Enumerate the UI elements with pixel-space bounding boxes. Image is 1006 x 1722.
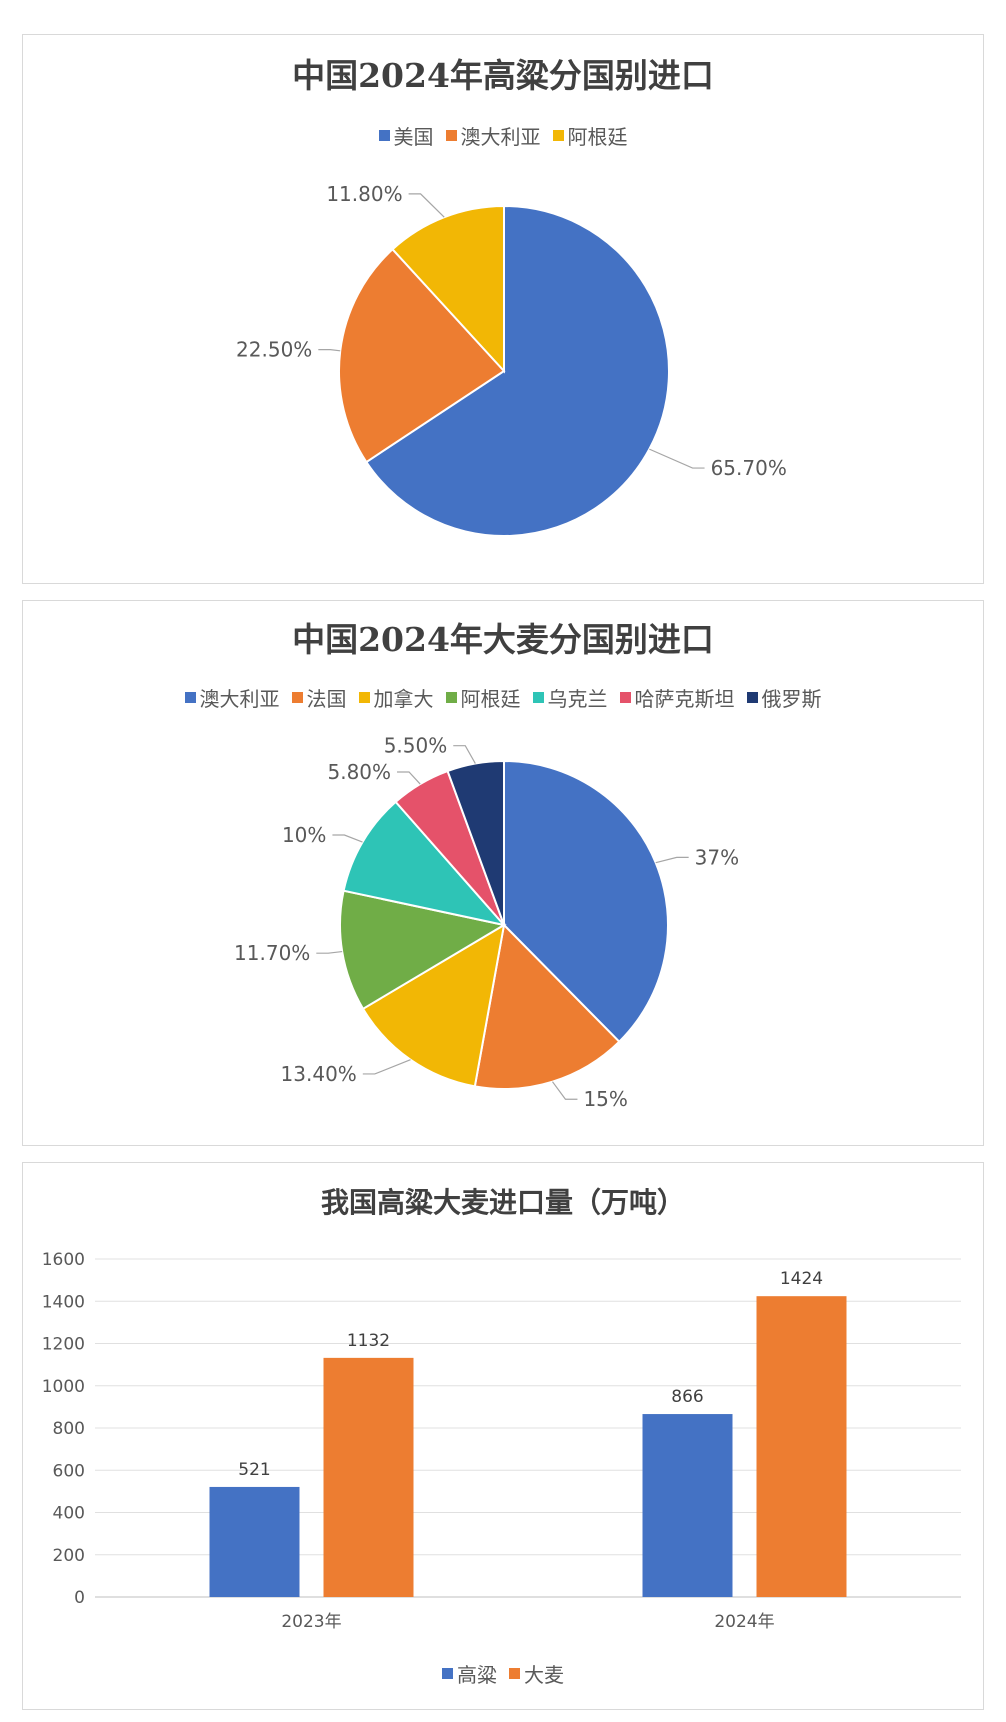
y-tick-label: 1600 [42,1250,85,1270]
data-label: 65.70% [711,456,787,480]
legend-swatch [746,692,758,703]
barley-legend: 澳大利亚 法国 加拿大 阿根廷 乌克兰 哈萨克斯坦 俄罗斯 [23,683,983,712]
import-volume-bar-panel: 我国高粱大麦进口量（万吨） 0 200 400 600 800 1000 1200 1400 1… [22,1162,984,1710]
bar-value-label: 521 [238,1460,270,1480]
legend-item-kazakhstan: 哈萨克斯坦 [619,683,735,712]
legend-swatch [509,1668,520,1679]
legend-item-canada: 加拿大 [358,683,434,712]
bar-barley [323,1357,414,1597]
legend-label: 阿根廷 [567,125,628,149]
sorghum-legend: 美国 澳大利亚 阿根廷 [23,121,983,150]
x-tick-label: 2023年 [281,1612,341,1632]
leader-line [316,950,343,954]
data-label: 11.70% [234,941,310,965]
legend-swatch [532,692,544,703]
legend-swatch [445,130,457,141]
legend-label: 高粱 [457,1663,497,1687]
legend-swatch [291,692,303,703]
legend-swatch [378,130,390,141]
legend-item-argentina: 阿根廷 [552,121,628,150]
data-label: 22.50% [236,338,312,362]
legend-swatch [442,1668,453,1679]
legend-label: 俄罗斯 [761,687,822,711]
y-tick-label: 400 [53,1504,85,1524]
x-tick-label: 2024年 [714,1612,774,1632]
leader-line [397,771,421,785]
data-label: 13.40% [281,1062,357,1086]
bar-chart-svg: 0 200 400 600 800 1000 1200 1400 1600 521 1132 2023… [42,1250,961,1632]
legend-label: 乌克兰 [547,687,608,711]
bar-value-label: 1132 [347,1331,390,1351]
leader-line [655,856,689,864]
legend-swatch [552,130,564,141]
pie-slice [503,759,669,1044]
sorghum-pie-svg: 65.70% 22.50% 11.80% [236,182,787,537]
leader-line [408,193,445,218]
leader-line [453,745,476,764]
pie-slice [473,922,621,1090]
legend-label: 美国 [393,125,434,149]
legend-label: 法国 [306,687,347,711]
data-label: 5.50% [384,734,448,758]
y-tick-label: 1200 [42,1335,85,1355]
legend-item-russia: 俄罗斯 [746,683,822,712]
data-label: 37% [695,845,739,869]
sorghum-pie-panel: 中国2024年高粱分国别进口 美国 澳大利亚 阿根廷 65.70% 22.50% 1… [22,34,984,584]
pie-slice [364,204,670,537]
pie-slice [339,889,507,1011]
legend-item-france: 法国 [291,683,347,712]
bar-legend: 高粱 大麦 [23,1659,983,1688]
leader-line [332,834,363,843]
y-tick-label: 600 [53,1461,85,1481]
barley-pie-panel: 中国2024年大麦分国别进口 澳大利亚 法国 加拿大 阿根廷 乌克兰 哈萨克斯坦… [22,600,984,1146]
legend-swatch [445,692,457,703]
y-tick-label: 0 [74,1588,85,1608]
legend-item-barley: 大麦 [509,1659,564,1688]
bar-value-label: 1424 [780,1269,823,1289]
legend-label: 阿根廷 [460,687,521,711]
data-label: 10% [282,823,326,847]
data-label: 15% [583,1087,627,1111]
legend-item-australia: 澳大利亚 [445,121,541,150]
legend-label: 澳大利亚 [460,125,541,149]
y-tick-label: 800 [53,1419,85,1439]
legend-label: 加拿大 [373,687,434,711]
legend-item-usa: 美国 [378,121,434,150]
barley-pie-svg: 37% 15% 13.40% 11.70% 10% 5.80%5.50% [234,734,739,1112]
leader-line [649,448,705,469]
legend-item-sorghum: 高粱 [442,1659,497,1688]
data-label: 5.80% [327,760,391,784]
legend-label: 大麦 [524,1663,564,1687]
pie-slice [446,759,505,926]
legend-label: 澳大利亚 [199,687,280,711]
bar-barley [756,1296,847,1597]
bar-sorghum [209,1486,300,1597]
bar-value-label: 866 [671,1387,703,1407]
legend-label: 哈萨克斯坦 [634,687,735,711]
pie-slice [361,923,506,1088]
leader-line [318,349,341,352]
y-tick-label: 200 [53,1546,85,1566]
legend-item-argentina: 阿根廷 [445,683,521,712]
leader-line [552,1081,578,1100]
sorghum-chart-title: 中国2024年高粱分国别进口 [292,56,714,95]
y-tick-label: 1400 [42,1292,85,1312]
legend-item-australia: 澳大利亚 [184,683,280,712]
barley-chart-title: 中国2024年大麦分国别进口 [292,620,714,659]
legend-swatch [358,692,370,703]
bar-chart-title: 我国高粱大麦进口量（万吨） [320,1186,685,1219]
leader-line [362,1059,411,1075]
legend-swatch [184,692,196,703]
y-tick-label: 1000 [42,1377,85,1397]
data-label: 11.80% [326,182,402,206]
legend-swatch [619,692,631,703]
bar-sorghum [642,1414,733,1597]
legend-item-ukraine: 乌克兰 [532,683,608,712]
